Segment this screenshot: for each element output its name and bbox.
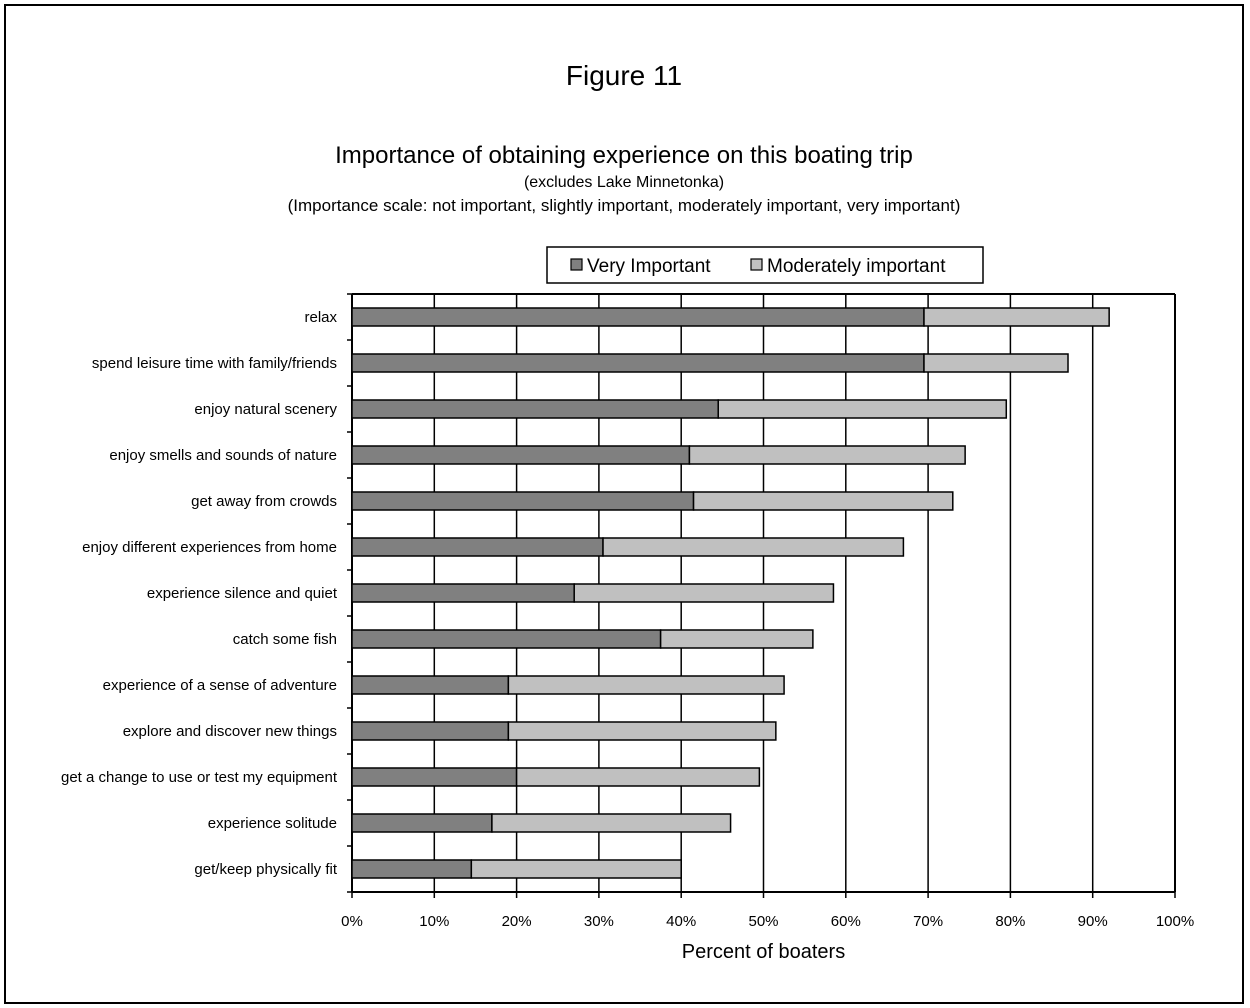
x-tick-label: 60% <box>831 913 861 930</box>
legend-swatch-very-important <box>571 259 582 270</box>
bar-very-important <box>352 446 689 464</box>
category-label: get away from crowds <box>191 493 337 510</box>
x-tick-label: 100% <box>1156 913 1194 930</box>
category-label: experience of a sense of adventure <box>103 677 337 694</box>
bar-very-important <box>352 814 492 832</box>
category-label: spend leisure time with family/friends <box>92 355 337 372</box>
category-label: explore and discover new things <box>123 723 337 740</box>
x-tick-label: 0% <box>341 913 363 930</box>
bar-very-important <box>352 308 924 326</box>
category-label: experience solitude <box>208 815 337 832</box>
category-label: catch some fish <box>233 631 337 648</box>
x-tick-label: 10% <box>419 913 449 930</box>
x-tick-label: 30% <box>584 913 614 930</box>
bar-moderately-important <box>574 584 833 602</box>
x-tick-label: 50% <box>748 913 778 930</box>
bar-very-important <box>352 538 603 556</box>
bar-very-important <box>352 492 694 510</box>
bar-moderately-important <box>689 446 965 464</box>
x-axis-title: Percent of boaters <box>682 941 845 963</box>
bar-moderately-important <box>718 400 1006 418</box>
bar-moderately-important <box>517 768 760 786</box>
bar-moderately-important <box>508 722 775 740</box>
bar-moderately-important <box>603 538 903 556</box>
bar-moderately-important <box>471 860 681 878</box>
category-label: get a change to use or test my equipment <box>61 769 338 786</box>
category-label: get/keep physically fit <box>194 861 337 878</box>
category-label: experience silence and quiet <box>147 585 338 602</box>
category-label: relax <box>304 309 337 326</box>
bar-very-important <box>352 400 718 418</box>
category-label: enjoy smells and sounds of nature <box>109 447 337 464</box>
legend-swatch-moderately-important <box>751 259 762 270</box>
category-label: enjoy different experiences from home <box>82 539 337 556</box>
bar-moderately-important <box>924 354 1068 372</box>
bar-moderately-important <box>661 630 813 648</box>
bar-very-important <box>352 860 471 878</box>
bar-moderately-important <box>508 676 784 694</box>
bar-moderately-important <box>492 814 731 832</box>
x-tick-label: 80% <box>995 913 1025 930</box>
bar-moderately-important <box>924 308 1109 326</box>
bar-very-important <box>352 630 661 648</box>
bar-very-important <box>352 354 924 372</box>
x-tick-label: 90% <box>1078 913 1108 930</box>
x-tick-label: 70% <box>913 913 943 930</box>
legend-label-moderately-important: Moderately important <box>767 256 946 277</box>
bar-very-important <box>352 584 574 602</box>
bar-very-important <box>352 676 508 694</box>
x-tick-label: 20% <box>502 913 532 930</box>
bar-moderately-important <box>694 492 953 510</box>
category-label: enjoy natural scenery <box>194 401 337 418</box>
bar-very-important <box>352 768 517 786</box>
x-tick-label: 40% <box>666 913 696 930</box>
bar-very-important <box>352 722 508 740</box>
legend-label-very-important: Very Important <box>587 256 711 277</box>
